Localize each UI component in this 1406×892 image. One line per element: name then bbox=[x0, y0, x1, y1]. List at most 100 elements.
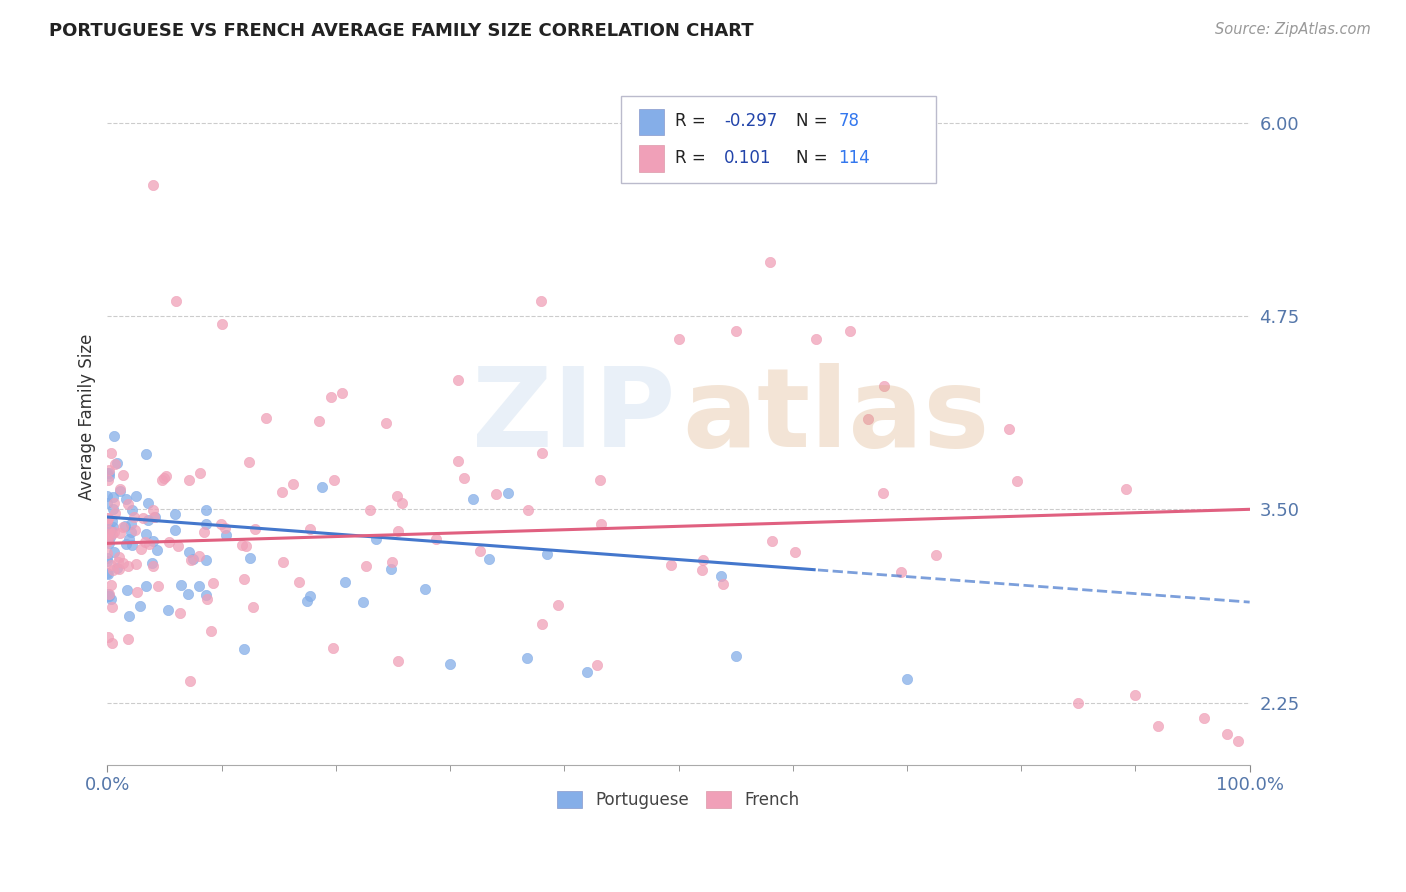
Point bbox=[96, 554, 118, 568]
Point bbox=[366, 532, 388, 546]
Point bbox=[530, 293, 553, 308]
Point bbox=[165, 293, 187, 308]
Point bbox=[97, 511, 120, 525]
Point bbox=[496, 486, 519, 500]
Point bbox=[1067, 696, 1090, 710]
Point bbox=[100, 591, 122, 606]
Text: ZIP: ZIP bbox=[471, 363, 675, 470]
Point bbox=[461, 491, 484, 506]
Point bbox=[96, 496, 118, 510]
Point bbox=[692, 552, 714, 566]
Point bbox=[530, 445, 553, 459]
Point bbox=[387, 524, 409, 539]
Point bbox=[485, 486, 508, 500]
Point bbox=[381, 555, 404, 569]
Point bbox=[872, 486, 894, 500]
Point bbox=[1005, 474, 1028, 488]
Point bbox=[103, 520, 125, 534]
Point bbox=[97, 533, 120, 547]
Point bbox=[890, 565, 912, 579]
Point bbox=[97, 473, 120, 487]
Point bbox=[576, 665, 599, 679]
Point bbox=[439, 657, 461, 671]
Point bbox=[103, 428, 125, 442]
Point bbox=[97, 630, 120, 644]
Point bbox=[375, 416, 398, 430]
Point bbox=[188, 466, 211, 480]
Point bbox=[142, 558, 165, 573]
Point bbox=[311, 480, 333, 494]
Point bbox=[170, 578, 193, 592]
Point bbox=[447, 454, 470, 468]
Point bbox=[1125, 688, 1147, 702]
Point bbox=[724, 325, 747, 339]
Point bbox=[1115, 482, 1137, 496]
Point bbox=[96, 526, 118, 541]
Point bbox=[896, 673, 918, 687]
Point bbox=[322, 640, 344, 655]
Text: PORTUGUESE VS FRENCH AVERAGE FAMILY SIZE CORRELATION CHART: PORTUGUESE VS FRENCH AVERAGE FAMILY SIZE… bbox=[49, 22, 754, 40]
Point bbox=[101, 600, 124, 615]
Point bbox=[873, 378, 896, 392]
Point bbox=[415, 582, 437, 597]
Point bbox=[108, 562, 131, 576]
Point bbox=[128, 599, 150, 613]
Point bbox=[107, 555, 129, 569]
Point bbox=[114, 519, 136, 533]
Point bbox=[153, 471, 176, 485]
Point bbox=[138, 536, 160, 550]
Point bbox=[125, 557, 148, 571]
Point bbox=[146, 578, 169, 592]
Point bbox=[111, 556, 134, 570]
Point bbox=[425, 533, 447, 547]
Point bbox=[121, 503, 143, 517]
Point bbox=[202, 575, 225, 590]
Point bbox=[143, 509, 166, 524]
Point bbox=[98, 524, 121, 538]
Point bbox=[193, 525, 215, 540]
Point bbox=[150, 473, 173, 487]
Text: R =: R = bbox=[675, 149, 716, 167]
Point bbox=[195, 588, 218, 602]
Point bbox=[209, 517, 232, 532]
Point bbox=[180, 552, 202, 566]
Text: 114: 114 bbox=[838, 149, 870, 167]
Point bbox=[98, 530, 121, 544]
Point bbox=[120, 524, 142, 539]
Point bbox=[177, 473, 200, 487]
Point bbox=[111, 468, 134, 483]
Point bbox=[924, 548, 946, 562]
Y-axis label: Average Family Size: Average Family Size bbox=[79, 334, 96, 500]
Point bbox=[783, 545, 806, 559]
Point bbox=[211, 317, 233, 331]
Point bbox=[145, 543, 167, 558]
Point bbox=[233, 572, 256, 586]
Point bbox=[115, 537, 138, 551]
Point bbox=[117, 497, 139, 511]
Point bbox=[163, 523, 186, 537]
Text: atlas: atlas bbox=[682, 363, 990, 470]
Point bbox=[100, 578, 122, 592]
Point bbox=[122, 510, 145, 524]
Text: 78: 78 bbox=[838, 112, 859, 130]
Point bbox=[359, 503, 381, 517]
Point bbox=[104, 506, 127, 520]
Point bbox=[380, 562, 402, 576]
Point bbox=[166, 539, 188, 553]
Point bbox=[295, 593, 318, 607]
Point bbox=[536, 547, 558, 561]
Point bbox=[105, 456, 128, 470]
Point bbox=[157, 535, 180, 549]
Point bbox=[115, 583, 138, 598]
Point bbox=[121, 538, 143, 552]
Point bbox=[692, 563, 714, 577]
Point bbox=[356, 559, 378, 574]
Point bbox=[120, 516, 142, 531]
Point bbox=[114, 491, 136, 506]
Point bbox=[142, 533, 165, 548]
Point bbox=[101, 501, 124, 516]
Point bbox=[98, 586, 121, 600]
Point bbox=[288, 575, 311, 590]
Point bbox=[385, 489, 408, 503]
Point bbox=[711, 577, 734, 591]
